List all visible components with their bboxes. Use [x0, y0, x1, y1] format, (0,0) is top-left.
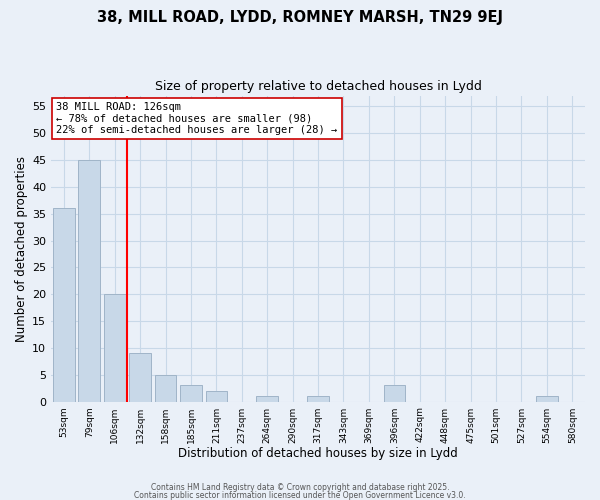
Bar [536, 396, 557, 402]
Bar [79, 160, 100, 402]
Text: 38 MILL ROAD: 126sqm
← 78% of detached houses are smaller (98)
22% of semi-detac: 38 MILL ROAD: 126sqm ← 78% of detached h… [56, 102, 338, 135]
Text: Contains public sector information licensed under the Open Government Licence v3: Contains public sector information licen… [134, 490, 466, 500]
Bar [307, 396, 329, 402]
Bar [104, 294, 125, 402]
Bar [383, 386, 405, 402]
Text: 38, MILL ROAD, LYDD, ROMNEY MARSH, TN29 9EJ: 38, MILL ROAD, LYDD, ROMNEY MARSH, TN29 … [97, 10, 503, 25]
Y-axis label: Number of detached properties: Number of detached properties [15, 156, 28, 342]
Bar [180, 386, 202, 402]
Bar [206, 391, 227, 402]
Bar [155, 375, 176, 402]
X-axis label: Distribution of detached houses by size in Lydd: Distribution of detached houses by size … [178, 447, 458, 460]
Bar [256, 396, 278, 402]
Bar [130, 354, 151, 402]
Text: Contains HM Land Registry data © Crown copyright and database right 2025.: Contains HM Land Registry data © Crown c… [151, 484, 449, 492]
Title: Size of property relative to detached houses in Lydd: Size of property relative to detached ho… [155, 80, 482, 93]
Bar [53, 208, 74, 402]
